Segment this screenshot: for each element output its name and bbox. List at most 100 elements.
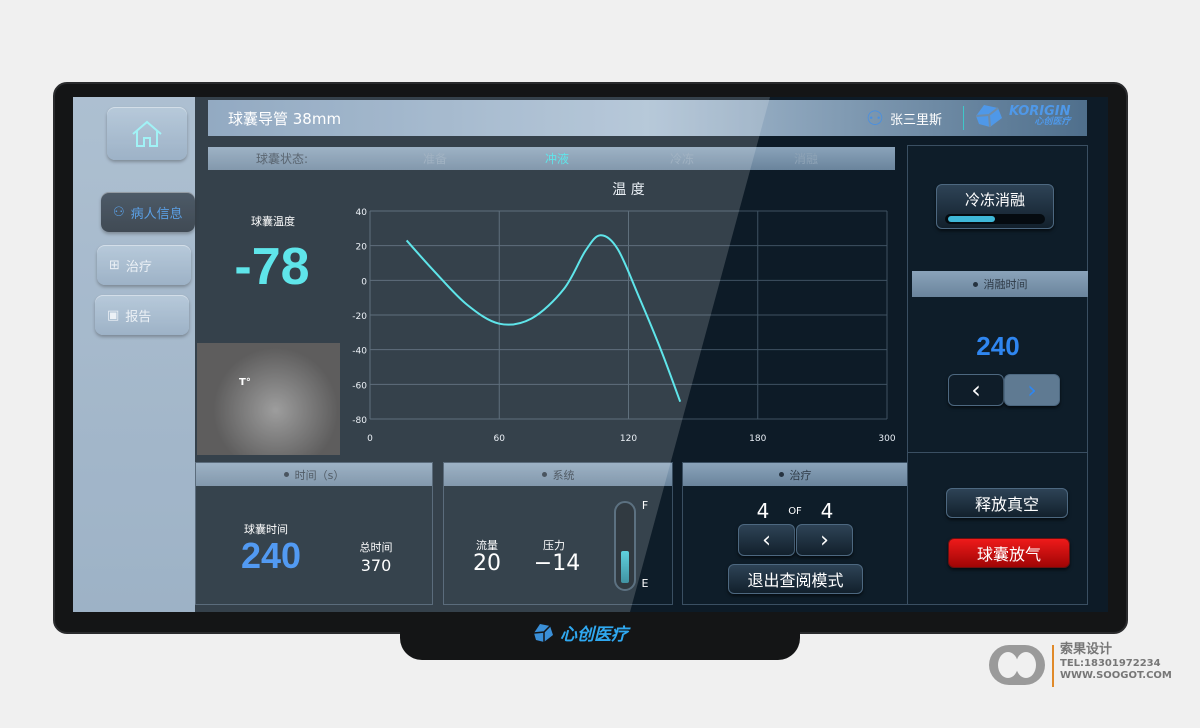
flow-value: 20 — [473, 551, 501, 576]
korigin-logo-icon — [975, 105, 1002, 128]
stage-freeze: 冷冻 — [670, 152, 695, 166]
page-title: 球囊导管 38mm — [228, 109, 342, 128]
exit-review-mode-button[interactable]: 退出查阅模式 — [728, 564, 863, 594]
right-panel: 冷冻消融 消融时间 240 ‹ › 释放真空 球囊放气 — [907, 145, 1088, 605]
cryo-ablation-label: 冷冻消融 — [964, 191, 1025, 209]
panel-title: 时间（s） — [294, 468, 345, 482]
gauge-empty-label: E — [641, 577, 649, 590]
panel-header: 时间（s） — [196, 463, 432, 486]
panel-title: 治疗 — [789, 468, 812, 482]
brand-cn: 心创医疗 — [1034, 117, 1071, 127]
balloon-deflate-button[interactable]: 球囊放气 — [948, 538, 1070, 568]
time-panel: 时间（s） 球囊时间 240 总时间 370 — [195, 462, 433, 605]
panel-header: 系统 — [444, 463, 672, 486]
ablation-next-button[interactable]: › — [1004, 374, 1060, 406]
y-tick-label: -80 — [352, 416, 367, 426]
treatment-current: 4 — [756, 499, 770, 523]
title-bar: 球囊导管 38mm ⚇ 张三里斯 KORIGIN 心创医疗 — [208, 100, 1087, 136]
sidebar-item-report[interactable]: ▣ 报告 — [95, 295, 189, 335]
chevron-right-icon: › — [820, 527, 829, 553]
korigin-logo-icon — [533, 623, 553, 642]
bezel-logo: 心创医疗 — [532, 620, 628, 645]
sidebar-item-patient-info[interactable]: ⚇ 病人信息 — [101, 192, 195, 232]
panel-header: 消融时间 — [912, 271, 1088, 297]
brand-logo: KORIGIN 心创医疗 — [974, 104, 1071, 128]
ablation-prev-button[interactable]: ‹ — [948, 374, 1004, 406]
x-tick-label: 0 — [367, 434, 373, 444]
x-tick-label: 60 — [494, 434, 506, 444]
y-tick-label: 40 — [356, 208, 368, 218]
home-icon — [132, 120, 162, 147]
treatment-prev-button[interactable]: ‹ — [738, 524, 795, 556]
cryo-progress-bar — [945, 214, 1045, 224]
image-label: T° — [239, 377, 251, 388]
pressure-value: −14 — [533, 551, 581, 576]
x-tick-label: 120 — [620, 434, 637, 444]
stage-ablation: 消融 — [794, 152, 819, 166]
flow-label: 流量 — [476, 539, 498, 552]
cryo-ablation-button[interactable]: 冷冻消融 — [936, 184, 1054, 229]
level-gauge — [614, 501, 636, 591]
cryo-progress-fill — [948, 216, 995, 222]
watermark-text: 索果设计 TEL:18301972234 WWW.SOOGOT.COM — [1060, 642, 1172, 682]
y-tick-label: -40 — [352, 347, 367, 357]
panel-title: 系统 — [552, 468, 575, 482]
pressure-label: 压力 — [543, 539, 565, 552]
treatment-next-button[interactable]: › — [796, 524, 853, 556]
divider — [908, 452, 1088, 453]
balloon-time-value: 240 — [240, 535, 302, 576]
report-icon: ▣ — [107, 307, 120, 323]
x-tick-label: 180 — [749, 434, 766, 444]
treatment-of: OF — [788, 506, 802, 517]
total-time-label: 总时间 — [359, 541, 393, 554]
user-info[interactable]: ⚇ 张三里斯 — [866, 106, 942, 130]
release-vacuum-button[interactable]: 释放真空 — [946, 488, 1068, 518]
temperature-value: -78 — [234, 238, 310, 296]
y-tick-label: -60 — [352, 381, 367, 391]
screen: ⚇ 病人信息 ⊞ 治疗 ▣ 报告 球囊导管 38mm ⚇ 张三里斯 KORIGIN 心… — [73, 97, 1108, 612]
gauge-full-label: F — [641, 499, 649, 512]
total-time-value: 370 — [360, 556, 392, 575]
divider — [1052, 645, 1054, 687]
gauge-fill — [621, 550, 629, 583]
chevron-left-icon: ‹ — [762, 527, 771, 553]
sidebar-item-treatment[interactable]: ⊞ 治疗 — [97, 245, 191, 285]
balloon-status-bar: 球囊状态: 准备 冲液 冷冻 消融 — [208, 147, 895, 170]
user-name: 张三里斯 — [889, 112, 942, 128]
stage-prepare: 准备 — [423, 152, 448, 166]
y-tick-label: 0 — [361, 277, 367, 287]
watermark-logo — [989, 645, 1045, 685]
balloon-time-label: 球囊时间 — [244, 523, 288, 536]
sidebar: ⚇ 病人信息 ⊞ 治疗 ▣ 报告 — [73, 97, 195, 612]
treatment-panel: 治疗 4 OF 4 ‹ › 退出查阅模式 — [682, 462, 908, 605]
user-icon: ⚇ — [866, 106, 884, 130]
divider — [963, 106, 964, 130]
panel-title: 消融时间 — [983, 278, 1028, 291]
medical-kit-icon: ⊞ — [109, 257, 120, 273]
status-label: 球囊状态: — [256, 152, 309, 166]
sidebar-item-label: 治疗 — [125, 259, 152, 275]
x-tick-label: 300 — [878, 434, 895, 444]
treatment-total: 4 — [820, 499, 834, 523]
system-panel: 系统 流量 20 压力 −14 F E — [443, 462, 673, 605]
ablation-time-value: 240 — [976, 331, 1020, 361]
watermark-name: 索果设计 — [1060, 642, 1113, 657]
chart-title: 温 度 — [612, 182, 644, 198]
brand-en: KORIGIN — [1009, 104, 1071, 119]
bezel-brand-text: 心创医疗 — [560, 625, 628, 645]
chevron-left-icon: ‹ — [971, 376, 981, 404]
y-tick-label: -20 — [352, 312, 367, 322]
stage-flush: 冲液 — [545, 152, 570, 166]
temperature-line — [405, 234, 682, 403]
watermark-url: WWW.SOOGOT.COM — [1060, 669, 1172, 681]
y-tick-label: 20 — [356, 243, 368, 253]
home-button[interactable] — [107, 107, 187, 160]
panel-header: 治疗 — [683, 463, 907, 486]
sidebar-item-label: 病人信息 — [130, 206, 183, 222]
temperature-label: 球囊温度 — [251, 215, 295, 228]
sidebar-item-label: 报告 — [125, 309, 152, 325]
user-icon: ⚇ — [113, 204, 125, 220]
watermark-tel: TEL:18301972234 — [1060, 657, 1161, 669]
chevron-right-icon: › — [1027, 376, 1037, 404]
